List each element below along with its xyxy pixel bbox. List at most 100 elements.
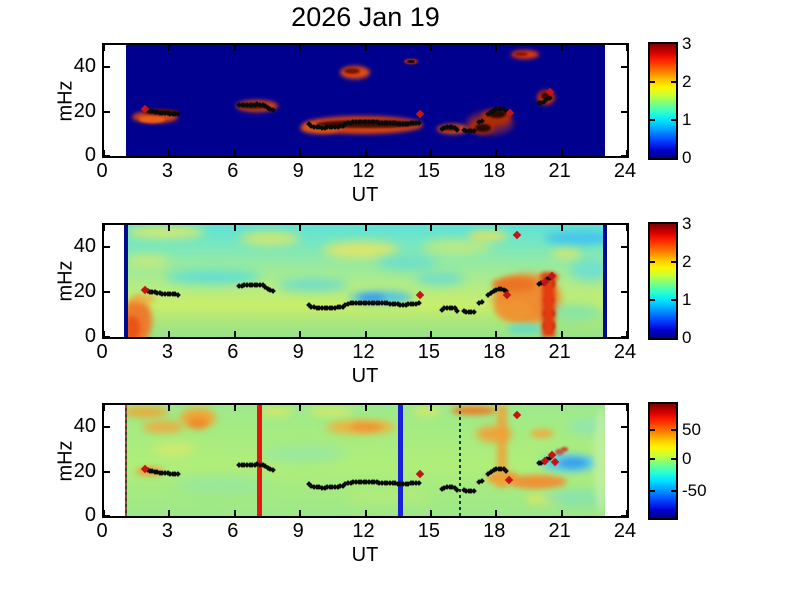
- x-tick-mark: [495, 405, 498, 411]
- heat-blob: [422, 240, 493, 255]
- y-tick-mark: [621, 291, 627, 294]
- y-tick-mark: [104, 291, 110, 294]
- red-marker: [415, 470, 425, 479]
- y-tick-label: 40: [73, 235, 96, 258]
- x-tick-mark: [364, 405, 367, 411]
- heat-blob: [558, 457, 587, 468]
- y-tick-mark: [621, 246, 627, 249]
- heat-blob: [308, 407, 353, 416]
- colorbar-gradient: [650, 224, 676, 338]
- x-tick-mark: [429, 331, 432, 337]
- y-tick-mark: [104, 336, 110, 337]
- spectrogram-plot-2: [102, 223, 629, 339]
- x-tick-mark: [233, 150, 236, 156]
- trace-point: [269, 467, 276, 473]
- colorbar-tick-mark: [650, 489, 655, 492]
- x-tick-label: 24: [613, 520, 637, 542]
- x-tick-label: 18: [483, 160, 506, 182]
- x-tick-label: 9: [292, 341, 304, 363]
- y-tick-mark: [621, 515, 627, 516]
- colorbar-tick-mark: [650, 80, 655, 83]
- x-tick-label: 18: [483, 520, 506, 542]
- colorbar-tick-mark: [671, 80, 676, 83]
- x-tick-label: 3: [161, 160, 173, 182]
- x-tick-mark: [495, 45, 498, 51]
- x-tick-mark: [299, 331, 302, 337]
- colorbar-tick-label: 1: [682, 110, 692, 130]
- heat-blob: [344, 67, 361, 74]
- heat-blob: [407, 60, 416, 64]
- colorbar-tick-mark: [650, 119, 655, 122]
- x-tick-mark: [104, 225, 105, 231]
- y-tick-label: 20: [73, 99, 96, 122]
- x-axis-label: UT: [351, 544, 379, 566]
- x-tick-mark: [626, 150, 627, 156]
- spectrogram-plot-3: [102, 403, 629, 518]
- y-tick-mark: [621, 66, 627, 69]
- heat-blob: [554, 449, 564, 457]
- event-line: [459, 405, 462, 516]
- x-tick-label: 12: [352, 341, 375, 363]
- event-line: [256, 405, 262, 516]
- heat-blob: [278, 279, 349, 292]
- heat-rect: [542, 273, 555, 337]
- x-tick-mark: [429, 405, 432, 411]
- colorbar-tick-label: 2: [682, 71, 692, 91]
- heat-blob: [342, 492, 433, 505]
- y-tick-mark: [104, 246, 110, 249]
- heat-blob: [412, 407, 441, 416]
- x-tick-label: 0: [96, 520, 108, 542]
- no-data-strip-left: [104, 405, 126, 516]
- spectrogram-plot-1: [102, 43, 629, 158]
- x-tick-mark: [560, 510, 563, 516]
- heat-blob: [349, 423, 382, 432]
- heat-blob: [131, 293, 156, 304]
- no-data-strip-left: [104, 45, 126, 156]
- x-tick-mark: [168, 45, 171, 51]
- event-line: [124, 225, 129, 337]
- heat-blob: [593, 408, 608, 513]
- x-tick-mark: [233, 331, 236, 337]
- colorbar-tick-mark: [650, 260, 655, 263]
- heat-blob: [260, 407, 293, 416]
- event-line: [125, 405, 128, 516]
- x-axis-label: UT: [351, 365, 379, 387]
- heat-blob: [239, 231, 300, 245]
- x-axis-label: UT: [351, 184, 379, 206]
- heat-blob: [561, 446, 569, 452]
- x-tick-mark: [299, 405, 302, 411]
- heat-blob: [495, 300, 532, 321]
- heat-blob: [569, 258, 610, 281]
- colorbar-tick-label: 1: [682, 290, 692, 310]
- x-tick-mark: [429, 225, 432, 231]
- x-tick-label: 9: [292, 520, 304, 542]
- y-tick-mark: [621, 110, 627, 113]
- trace-point: [471, 488, 477, 494]
- x-tick-mark: [429, 45, 432, 51]
- heat-blob: [125, 255, 170, 266]
- colorbar-tick-label: 0: [682, 448, 692, 468]
- x-tick-mark: [364, 150, 367, 156]
- colorbar-tick-mark: [671, 119, 676, 122]
- y-tick-label: 20: [73, 459, 96, 482]
- x-tick-mark: [299, 225, 302, 231]
- heat-blob: [187, 417, 208, 428]
- heat-blob: [125, 225, 206, 238]
- colorbar-gradient: [650, 44, 676, 158]
- y-tick-mark: [621, 470, 627, 473]
- x-tick-mark: [626, 225, 627, 231]
- x-tick-mark: [560, 150, 563, 156]
- red-marker: [512, 410, 522, 420]
- colorbar-tick-label: 50: [682, 420, 701, 440]
- heat-blob: [467, 231, 508, 242]
- x-tick-mark: [626, 510, 627, 516]
- heat-blob: [121, 406, 170, 417]
- x-tick-mark: [104, 150, 105, 156]
- heat-rect: [496, 405, 508, 488]
- x-tick-label: 18: [483, 341, 506, 363]
- heat-blob: [359, 293, 386, 302]
- no-data-strip-left: [104, 225, 126, 337]
- y-tick-label: 0: [84, 144, 96, 166]
- x-tick-mark: [104, 331, 105, 337]
